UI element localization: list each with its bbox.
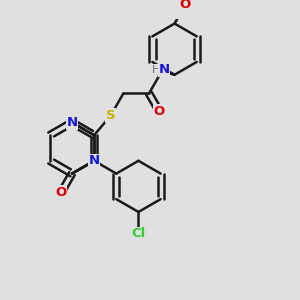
Text: S: S	[106, 109, 116, 122]
Text: N: N	[88, 154, 100, 167]
Text: N: N	[66, 116, 78, 129]
Text: Cl: Cl	[131, 227, 146, 240]
Text: N: N	[159, 63, 170, 76]
Text: H: H	[152, 65, 160, 75]
Text: O: O	[180, 0, 191, 11]
Text: O: O	[154, 105, 165, 118]
Text: O: O	[56, 186, 67, 199]
